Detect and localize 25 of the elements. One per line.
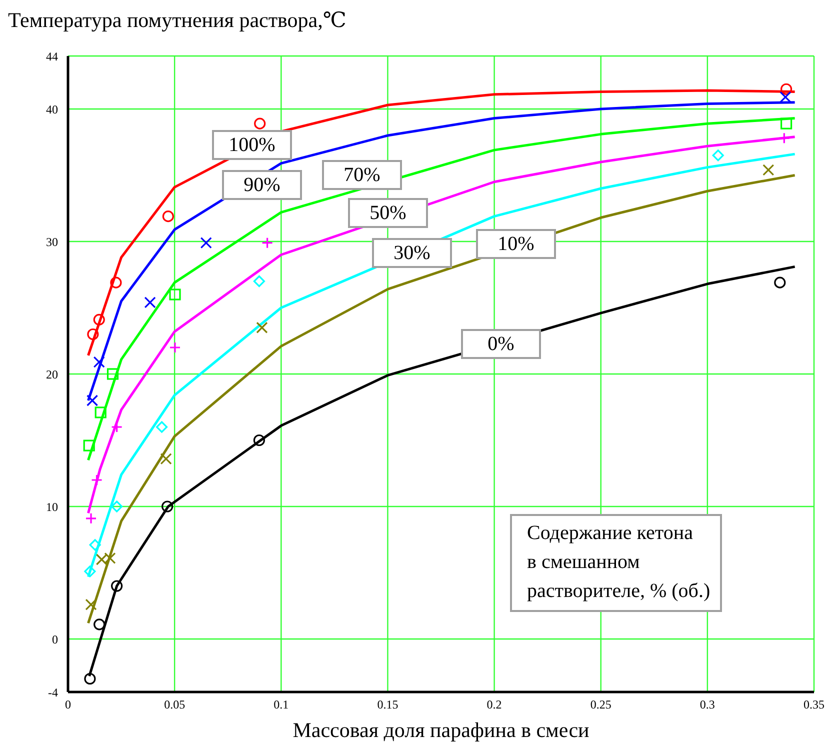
y-tick-label: 20 [46, 367, 58, 382]
series-label: 10% [476, 229, 556, 259]
y-tick-label: 40 [46, 102, 58, 116]
annotation: Содержание кетона в смешанном растворителе, % (об.) [510, 514, 722, 612]
y-axis-title: Температура помутнения раствора,℃ [8, 8, 346, 33]
x-tick-label: 0.3 [700, 698, 715, 712]
x-tick-label: 0.15 [377, 698, 398, 712]
x-tick-label: 0.2 [486, 698, 502, 712]
series-label: 50% [348, 198, 428, 228]
x-tick-label: 0.05 [164, 698, 186, 712]
y-tick-label: 10 [46, 500, 58, 514]
x-tick-label: 0.35 [804, 698, 824, 712]
series-label: 70% [322, 160, 402, 190]
series-label: 90% [222, 170, 302, 200]
series-label: 0% [461, 329, 541, 359]
y-tick-label: 30 [46, 234, 58, 249]
y-tick-label: 0 [52, 632, 58, 646]
series-label: 30% [372, 238, 452, 268]
x-tick-label: 0.25 [590, 698, 612, 712]
y-tick-label: 44 [46, 49, 58, 64]
x-tick-label: 0 [65, 698, 71, 712]
series-label: 100% [212, 130, 292, 160]
x-axis-title: Массовая доля парафина в смеси [292, 718, 590, 742]
x-tick-label: 0.1 [274, 698, 289, 712]
y-tick-label: -4 [48, 685, 58, 700]
